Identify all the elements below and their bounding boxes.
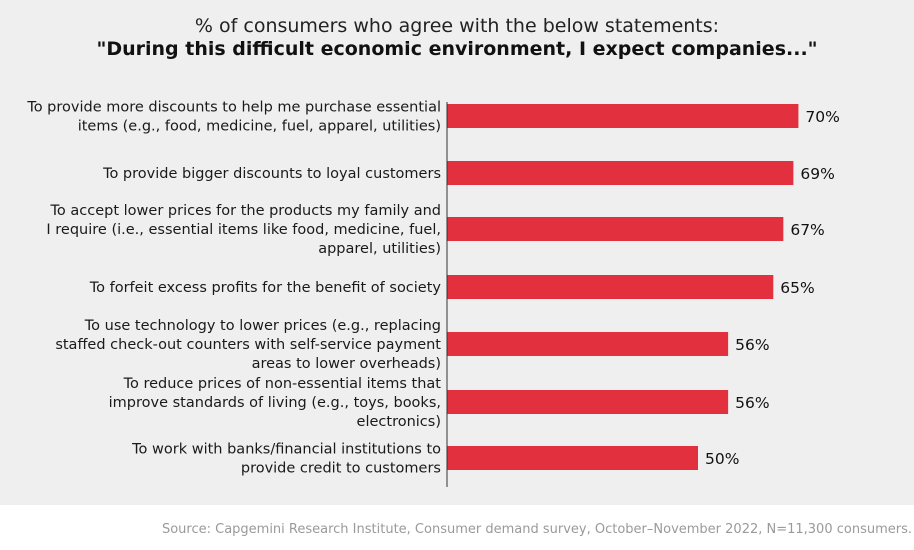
bar-6 xyxy=(447,390,729,414)
chart-panel xyxy=(0,0,914,505)
bar-1 xyxy=(447,104,799,128)
category-label-3: To accept lower prices for the products … xyxy=(46,203,441,257)
value-label-2: 69% xyxy=(800,165,834,183)
value-label-4: 65% xyxy=(780,279,814,297)
bar-chart: 70% To provide more discounts to help me … xyxy=(26,100,840,487)
chart-title: % of consumers who agree with the below … xyxy=(194,15,720,37)
source-note: Source: Capgemini Research Institute, Co… xyxy=(161,522,912,537)
bar-5 xyxy=(447,332,729,356)
category-label-6: To reduce prices of non-essential items … xyxy=(109,376,442,430)
value-label-5: 56% xyxy=(735,336,769,354)
category-label-5: To use technology to lower prices (e.g.,… xyxy=(55,318,441,372)
bar-3 xyxy=(447,217,784,241)
bar-4 xyxy=(447,275,774,299)
value-label-1: 70% xyxy=(805,108,839,126)
chart-subtitle: "During this difficult economic environm… xyxy=(96,38,818,60)
category-label-7: To work with banks/financial institution… xyxy=(131,442,441,477)
category-label-2: To provide bigger discounts to loyal cus… xyxy=(102,166,441,182)
value-label-7: 50% xyxy=(705,450,739,468)
value-label-3: 67% xyxy=(790,221,824,239)
bar-2 xyxy=(447,161,794,185)
category-label-1: To provide more discounts to help me pur… xyxy=(26,100,441,135)
category-label-4: To forfeit excess profits for the benefi… xyxy=(89,280,442,296)
bar-7 xyxy=(447,446,698,470)
value-label-6: 56% xyxy=(735,394,769,412)
